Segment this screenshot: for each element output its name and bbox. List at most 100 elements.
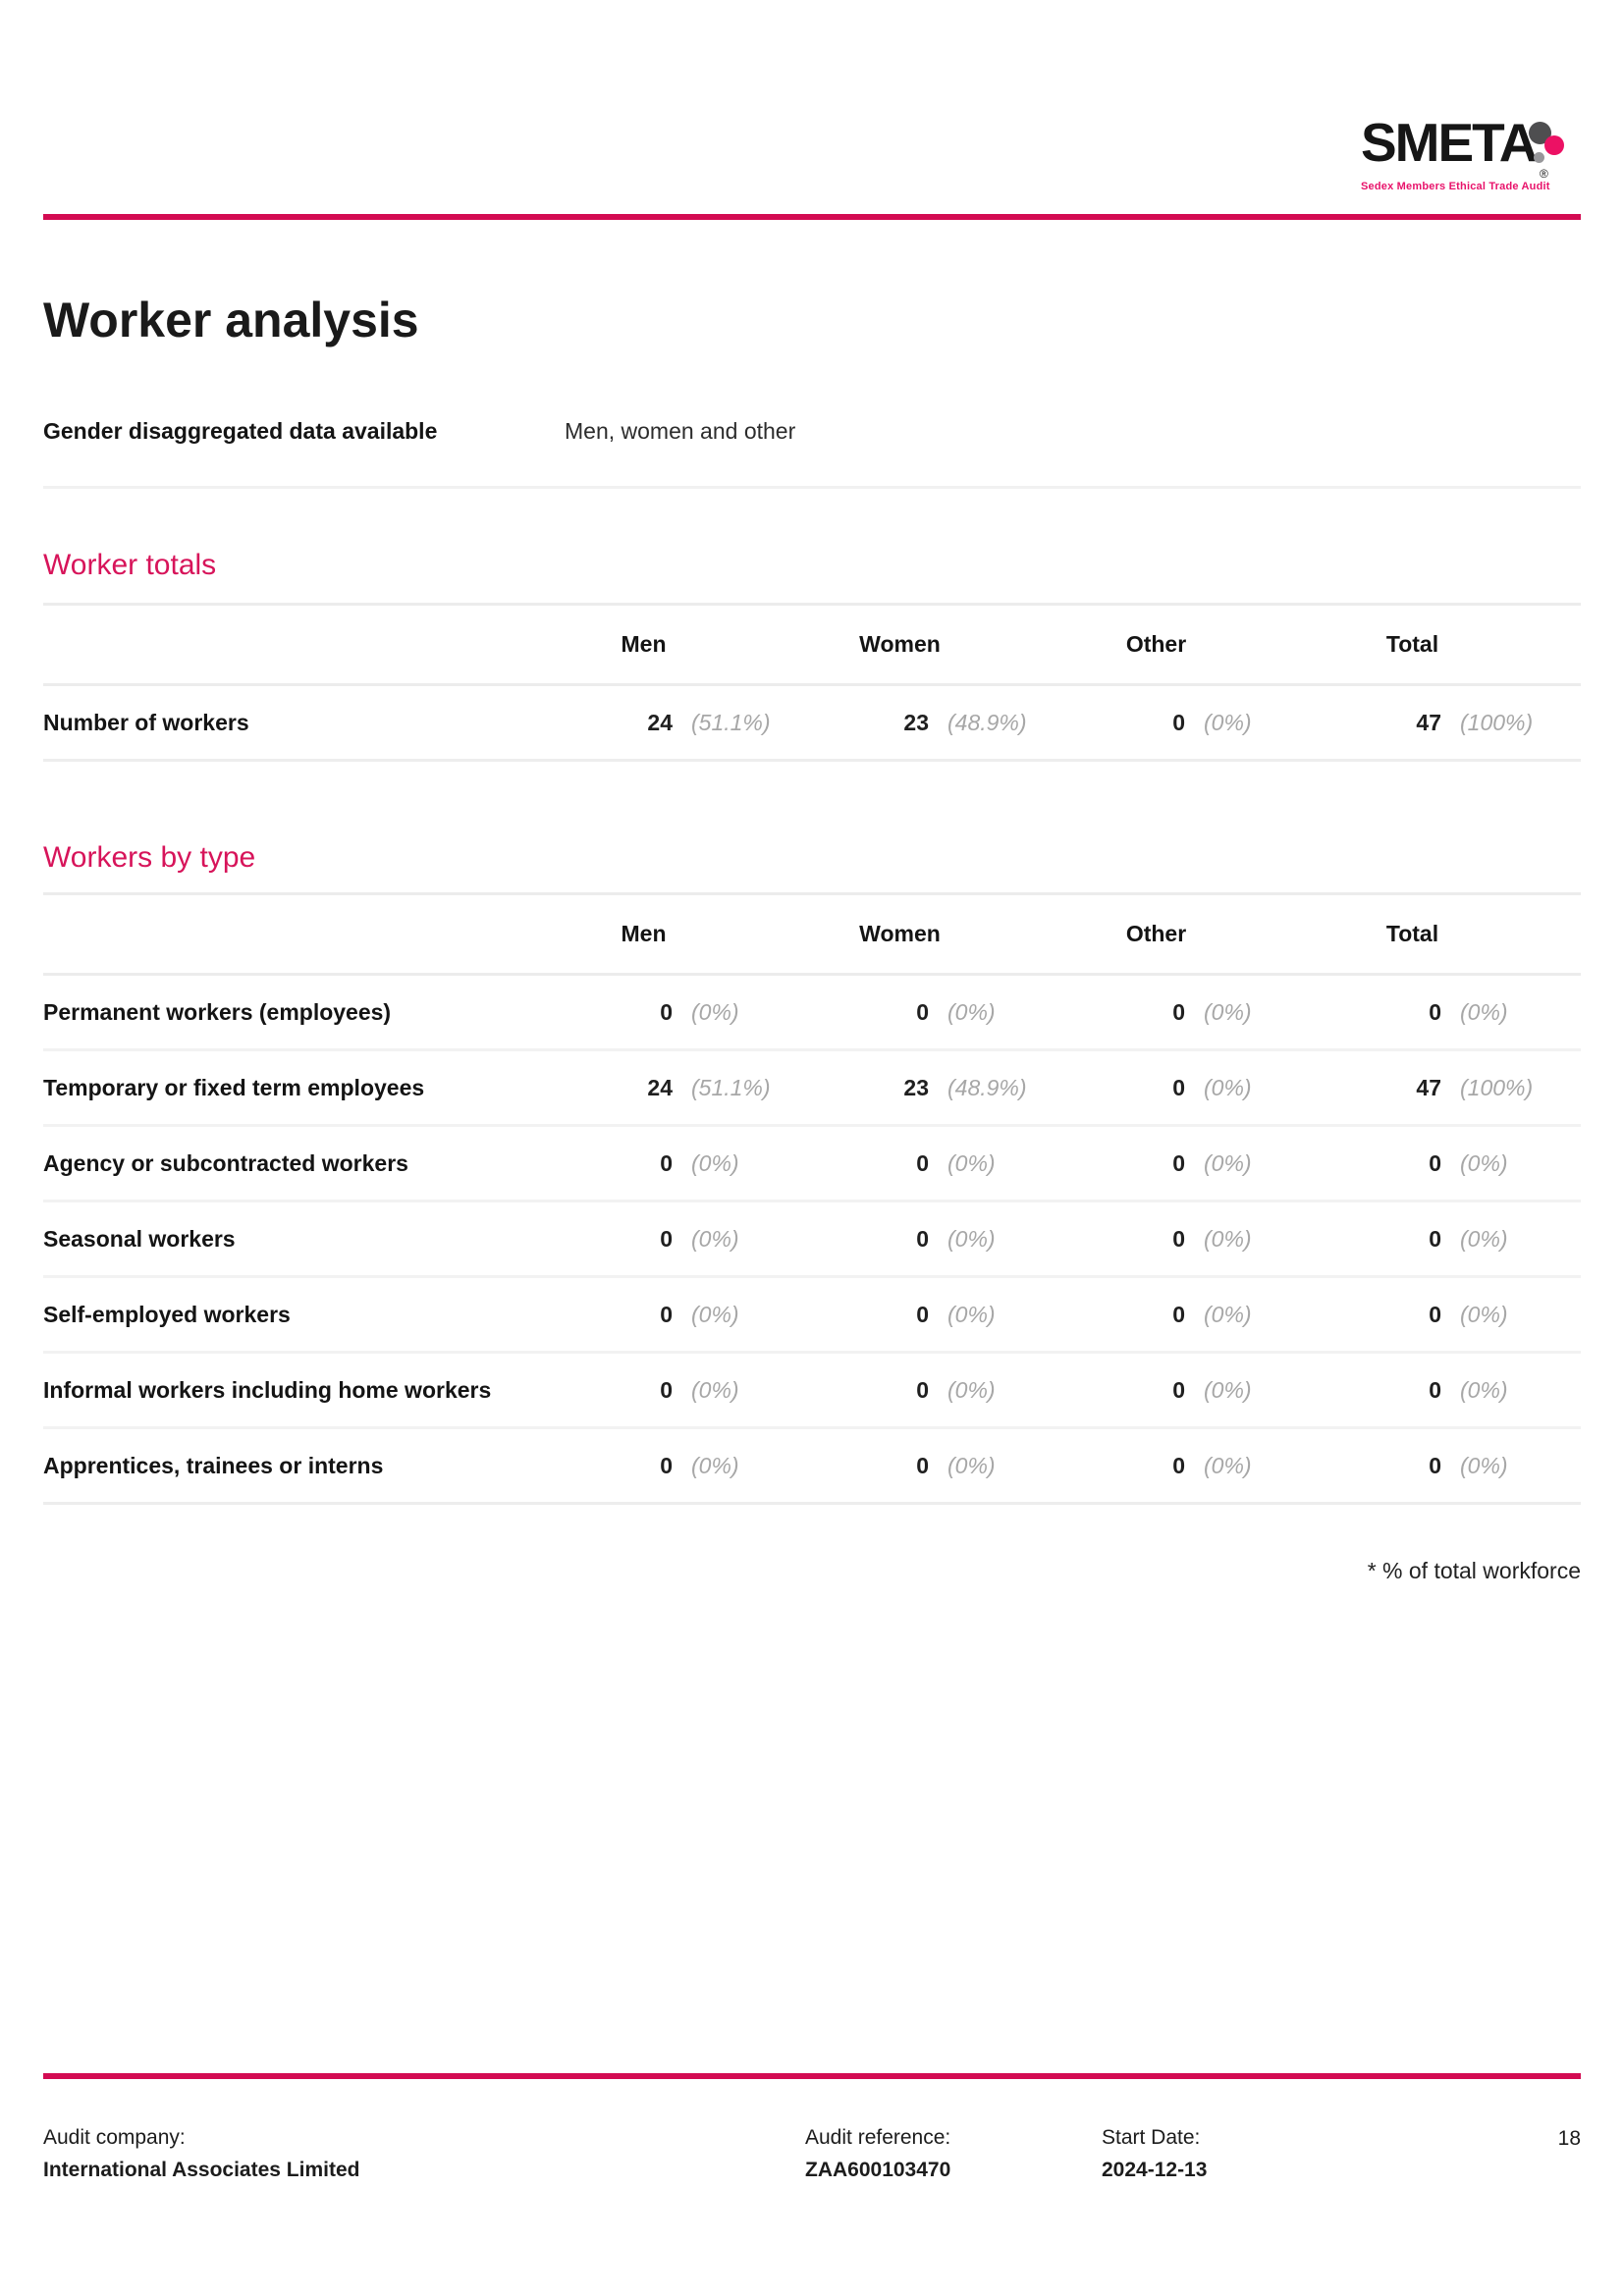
cell-total-percent: (0%) [1460, 1225, 1508, 1252]
footer-start-date: Start Date: 2024-12-13 [1102, 2122, 1396, 2187]
cell-other-count: 0 [1172, 998, 1185, 1025]
start-date-label: Start Date: [1102, 2126, 1201, 2149]
smeta-logo: SMETA ® Sedex Members Ethical Trade Audi… [1361, 112, 1587, 192]
page-title: Worker analysis [43, 293, 419, 347]
cell-total-count: 0 [1429, 1225, 1441, 1252]
footer-spacer [1396, 2122, 1558, 2187]
workers-by-type-header-row: Men Women Other Total [43, 895, 1581, 976]
row-label: Permanent workers (employees) [43, 998, 392, 1025]
worker-totals-header-row: Men Women Other Total [43, 606, 1581, 686]
cell-other-count: 0 [1172, 709, 1185, 735]
cell-other-percent: (0%) [1204, 1452, 1252, 1478]
cell-other-count: 0 [1172, 1074, 1185, 1100]
cell-women-percent: (0%) [947, 998, 996, 1025]
cell-women-count: 0 [916, 1225, 929, 1252]
cell-other-percent: (0%) [1204, 1376, 1252, 1403]
cell-men-count: 0 [660, 1376, 673, 1403]
cell-women-percent: (48.9%) [947, 1074, 1027, 1100]
footer-page-number-col: 18 [1558, 2122, 1581, 2187]
gender-data-value: Men, women and other [565, 418, 796, 444]
cell-other-count: 0 [1172, 1452, 1185, 1478]
cell-men-percent: (0%) [691, 1376, 739, 1403]
logo-dot-pink-icon [1544, 135, 1564, 155]
cell-total-percent: (0%) [1460, 1452, 1508, 1478]
cell-men-percent: (0%) [691, 998, 739, 1025]
cell-men-percent: (0%) [691, 1452, 739, 1478]
logo-tagline: Sedex Members Ethical Trade Audit [1361, 181, 1550, 193]
workforce-footnote: * % of total workforce [1367, 1558, 1581, 1583]
page-footer: Audit company: International Associates … [43, 2122, 1581, 2187]
table-row: Seasonal workers 0 (0%) 0 (0%) 0 (0%) 0 … [43, 1202, 1581, 1278]
cell-other-count: 0 [1172, 1149, 1185, 1176]
cell-total-count: 0 [1429, 1376, 1441, 1403]
column-header-women: Women [859, 631, 941, 657]
cell-other-percent: (0%) [1204, 998, 1252, 1025]
row-label: Apprentices, trainees or interns [43, 1452, 384, 1478]
registered-trademark-symbol: ® [1540, 167, 1548, 181]
workers-by-type-heading: Workers by type [43, 841, 256, 874]
cell-other-percent: (0%) [1204, 1225, 1252, 1252]
audit-reference-value: ZAA600103470 [805, 2159, 951, 2181]
cell-women-count: 23 [903, 709, 929, 735]
cell-men-count: 24 [647, 1074, 673, 1100]
cell-other-count: 0 [1172, 1301, 1185, 1327]
footer-audit-company: Audit company: International Associates … [43, 2122, 805, 2187]
cell-total-count: 47 [1416, 709, 1441, 735]
column-header-other: Other [1125, 921, 1187, 946]
smeta-wordmark: SMETA [1361, 112, 1538, 173]
cell-men-percent: (0%) [691, 1225, 739, 1252]
logo-dot-gray-icon [1534, 152, 1544, 163]
cell-other-count: 0 [1172, 1225, 1185, 1252]
cell-men-percent: (51.1%) [691, 1074, 771, 1100]
row-label: Seasonal workers [43, 1225, 236, 1252]
row-label: Informal workers including home workers [43, 1376, 492, 1403]
cell-men-count: 0 [660, 998, 673, 1025]
cell-women-count: 23 [903, 1074, 929, 1100]
cell-women-percent: (0%) [947, 1301, 996, 1327]
cell-men-count: 0 [660, 1452, 673, 1478]
footer-rule [43, 2073, 1581, 2079]
cell-total-count: 0 [1429, 998, 1441, 1025]
gender-data-row: Gender disaggregated data available Men,… [43, 408, 1581, 489]
footer-audit-reference: Audit reference: ZAA600103470 [805, 2122, 1102, 2187]
cell-total-count: 0 [1429, 1452, 1441, 1478]
worker-totals-heading: Worker totals [43, 549, 217, 581]
cell-total-count: 47 [1416, 1074, 1441, 1100]
audit-reference-label: Audit reference: [805, 2126, 951, 2149]
cell-total-percent: (0%) [1460, 1301, 1508, 1327]
cell-men-count: 0 [660, 1301, 673, 1327]
column-header-other: Other [1125, 631, 1187, 657]
cell-other-percent: (0%) [1204, 1301, 1252, 1327]
gender-data-label: Gender disaggregated data available [43, 418, 438, 444]
table-row: Agency or subcontracted workers 0 (0%) 0… [43, 1127, 1581, 1202]
cell-women-count: 0 [916, 1376, 929, 1403]
cell-women-count: 0 [916, 1149, 929, 1176]
cell-men-count: 0 [660, 1225, 673, 1252]
row-label: Temporary or fixed term employees [43, 1074, 425, 1100]
cell-total-percent: (0%) [1460, 1376, 1508, 1403]
cell-total-count: 0 [1429, 1301, 1441, 1327]
row-label: Number of workers [43, 709, 249, 735]
column-header-men: Men [621, 631, 667, 657]
cell-total-percent: (100%) [1460, 1074, 1534, 1100]
table-row: Apprentices, trainees or interns 0 (0%) … [43, 1429, 1581, 1505]
column-header-men: Men [621, 921, 667, 946]
column-header-total: Total [1385, 921, 1439, 946]
table-row: Informal workers including home workers … [43, 1354, 1581, 1429]
cell-other-percent: (0%) [1204, 1074, 1252, 1100]
cell-men-percent: (0%) [691, 1301, 739, 1327]
header-rule [43, 214, 1581, 220]
row-label: Agency or subcontracted workers [43, 1149, 408, 1176]
cell-women-percent: (0%) [947, 1149, 996, 1176]
start-date-value: 2024-12-13 [1102, 2159, 1208, 2181]
cell-women-count: 0 [916, 1452, 929, 1478]
cell-women-percent: (0%) [947, 1376, 996, 1403]
cell-women-percent: (0%) [947, 1225, 996, 1252]
cell-men-count: 0 [660, 1149, 673, 1176]
table-row: Temporary or fixed term employees 24 (51… [43, 1051, 1581, 1127]
workers-by-type-table: Men Women Other Total Permanent workers … [43, 892, 1581, 1505]
cell-other-percent: (0%) [1204, 709, 1252, 735]
audit-company-value: International Associates Limited [43, 2159, 360, 2181]
cell-women-percent: (0%) [947, 1452, 996, 1478]
cell-total-percent: (0%) [1460, 998, 1508, 1025]
